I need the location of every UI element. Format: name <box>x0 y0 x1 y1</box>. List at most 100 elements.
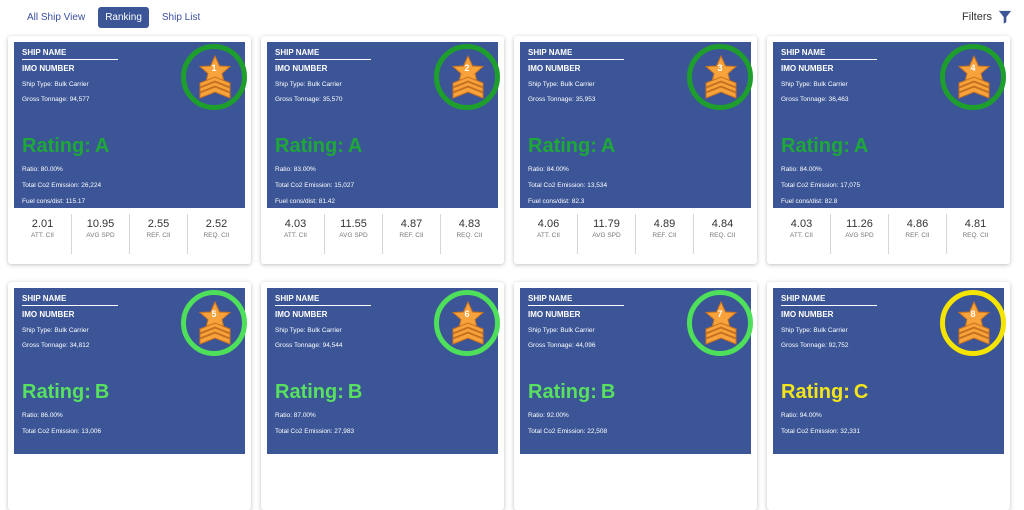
star-chevron-icon <box>957 301 991 345</box>
stat-value: 4.86 <box>906 218 929 230</box>
filters-button[interactable]: Filters <box>962 10 1012 24</box>
divider <box>275 305 371 306</box>
rating: Rating: C <box>781 381 868 404</box>
ship-card[interactable]: SHIP NAME IMO NUMBER Ship Type: Bulk Carri… <box>261 36 504 264</box>
ship-card[interactable]: SHIP NAME IMO NUMBER Ship Type: Bulk Carri… <box>767 36 1010 264</box>
imo-number: IMO NUMBER <box>22 64 75 73</box>
ship-name: SHIP NAME <box>275 294 320 303</box>
rating-grade: C <box>853 381 869 403</box>
star-chevron-icon <box>451 55 485 99</box>
ship-name: SHIP NAME <box>22 48 67 57</box>
rank-badge: 5 <box>181 290 247 356</box>
stat-label: REQ. CII <box>203 232 230 239</box>
rating-grade: A <box>94 135 110 157</box>
imo-number: IMO NUMBER <box>528 310 581 319</box>
stat-value: 4.03 <box>284 218 307 230</box>
divider <box>528 59 624 60</box>
rating-grade: B <box>347 381 363 403</box>
imo-number: IMO NUMBER <box>275 64 328 73</box>
ship-card[interactable]: SHIP NAME IMO NUMBER Ship Type: Bulk Carri… <box>8 282 251 510</box>
top-bar: All Ship View Ranking Ship List Filters <box>0 0 1024 36</box>
tab-ship-list[interactable]: Ship List <box>161 12 201 23</box>
ratio: Ratio: 94.00% <box>781 412 822 419</box>
gross-tonnage: Gross Tonnage: 44,096 <box>528 342 596 349</box>
rating: Rating: A <box>528 135 615 158</box>
stat-label: REF. CII <box>652 232 677 239</box>
view-tabs: All Ship View Ranking Ship List <box>20 7 207 28</box>
gross-tonnage: Gross Tonnage: 92,752 <box>781 342 849 349</box>
gross-tonnage: Gross Tonnage: 35,570 <box>275 96 343 103</box>
rating: Rating: B <box>528 381 615 404</box>
ship-type: Ship Type: Bulk Carrier <box>781 327 848 334</box>
ship-panel: SHIP NAME IMO NUMBER Ship Type: Bulk Carri… <box>267 42 500 208</box>
star-chevron-icon <box>704 55 738 99</box>
stat-item: 2.52 REQ. CII <box>188 214 245 254</box>
rating-grade: A <box>347 135 363 157</box>
ship-name: SHIP NAME <box>22 294 67 303</box>
co2-emission: Total Co2 Emission: 13,006 <box>22 428 102 435</box>
co2-emission: Total Co2 Emission: 15,027 <box>275 182 355 189</box>
stat-item: 11.55 AVG SPD <box>325 214 383 254</box>
ship-panel: SHIP NAME IMO NUMBER Ship Type: Bulk Carri… <box>520 42 753 208</box>
stat-value: 11.55 <box>340 218 367 230</box>
rank-number: 5 <box>211 309 217 319</box>
ship-card[interactable]: SHIP NAME IMO NUMBER Ship Type: Bulk Carri… <box>261 282 504 510</box>
stat-item: 4.89 REF. CII <box>636 214 694 254</box>
divider <box>781 59 877 60</box>
stat-value: 4.89 <box>653 218 676 230</box>
stat-item: 4.87 REF. CII <box>383 214 441 254</box>
cii-stats: 4.03 ATT. CII 11.26 AVG SPD 4.86 REF. CII 4.81… <box>773 214 1004 254</box>
divider <box>22 305 118 306</box>
rating-grade: A <box>853 135 869 157</box>
rating-label: Rating: <box>22 381 91 403</box>
ship-panel: SHIP NAME IMO NUMBER Ship Type: Bulk Carri… <box>773 42 1006 208</box>
ratio: Ratio: 80.00% <box>22 166 63 173</box>
fuel-cons-dist: Fuel cons/dist: 81.42 <box>275 198 335 205</box>
ratio: Ratio: 83.00% <box>275 166 316 173</box>
ship-panel: SHIP NAME IMO NUMBER Ship Type: Bulk Carri… <box>14 42 247 208</box>
stat-label: ATT. CII <box>790 232 813 239</box>
stat-label: AVG SPD <box>86 232 115 239</box>
stat-item: 4.03 ATT. CII <box>773 214 831 254</box>
ship-card[interactable]: SHIP NAME IMO NUMBER Ship Type: Bulk Carri… <box>767 282 1010 510</box>
ship-card[interactable]: SHIP NAME IMO NUMBER Ship Type: Bulk Carri… <box>8 36 251 264</box>
gross-tonnage: Gross Tonnage: 94,577 <box>22 96 90 103</box>
stat-label: AVG SPD <box>592 232 621 239</box>
stat-value: 2.01 <box>31 218 54 230</box>
stat-item: 2.01 ATT. CII <box>14 214 72 254</box>
co2-emission: Total Co2 Emission: 32,331 <box>781 428 861 435</box>
ship-panel: SHIP NAME IMO NUMBER Ship Type: Bulk Carri… <box>267 288 500 454</box>
tab-ranking[interactable]: Ranking <box>98 7 149 28</box>
rating-label: Rating: <box>528 135 597 157</box>
cii-stats: 4.03 ATT. CII 11.55 AVG SPD 4.87 REF. CII 4.83… <box>267 214 498 254</box>
divider <box>22 59 118 60</box>
rank-number: 4 <box>970 63 976 73</box>
ship-type: Ship Type: Bulk Carrier <box>528 81 595 88</box>
stat-item: 4.03 ATT. CII <box>267 214 325 254</box>
ship-type: Ship Type: Bulk Carrier <box>22 327 89 334</box>
ship-type: Ship Type: Bulk Carrier <box>22 81 89 88</box>
stat-value: 4.83 <box>458 218 481 230</box>
co2-emission: Total Co2 Emission: 26,224 <box>22 182 102 189</box>
star-chevron-icon <box>957 55 991 99</box>
ship-type: Ship Type: Bulk Carrier <box>528 327 595 334</box>
stat-value: 11.26 <box>846 218 873 230</box>
ship-card[interactable]: SHIP NAME IMO NUMBER Ship Type: Bulk Carri… <box>514 282 757 510</box>
stat-value: 4.87 <box>400 218 423 230</box>
ship-card[interactable]: SHIP NAME IMO NUMBER Ship Type: Bulk Carri… <box>514 36 757 264</box>
rank-badge: 1 <box>181 44 247 110</box>
stat-value: 11.79 <box>593 218 620 230</box>
stat-item: 10.95 AVG SPD <box>72 214 130 254</box>
ship-name: SHIP NAME <box>528 294 573 303</box>
rating-label: Rating: <box>781 381 850 403</box>
stat-label: REQ. CII <box>456 232 483 239</box>
imo-number: IMO NUMBER <box>781 310 834 319</box>
rating: Rating: A <box>22 135 109 158</box>
fuel-cons-dist: Fuel cons/dist: 82.3 <box>528 198 585 205</box>
rating-label: Rating: <box>275 381 344 403</box>
gross-tonnage: Gross Tonnage: 35,953 <box>528 96 596 103</box>
rating-label: Rating: <box>781 135 850 157</box>
tab-all-ship-view[interactable]: All Ship View <box>27 12 86 23</box>
rating-grade: B <box>94 381 110 403</box>
stat-value: 4.81 <box>964 218 987 230</box>
